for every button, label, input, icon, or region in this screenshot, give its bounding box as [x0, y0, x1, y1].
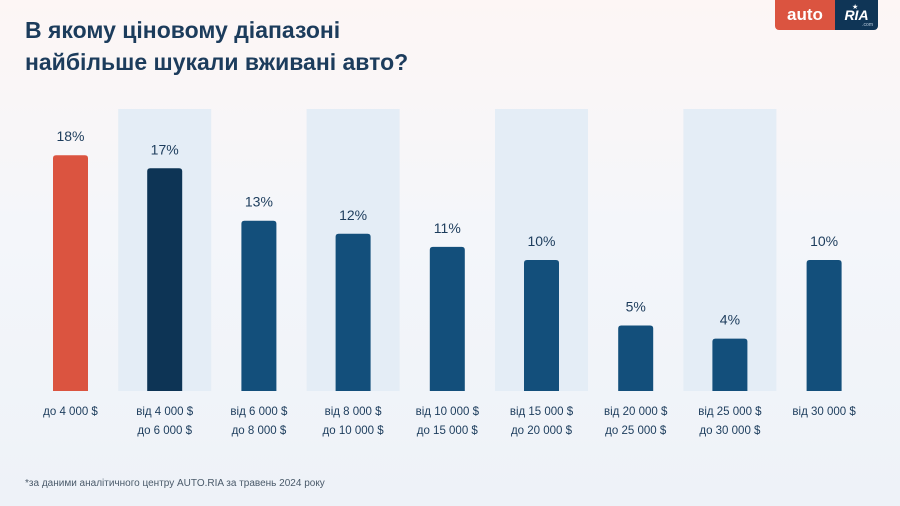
footnote: *за даними аналітичного центру AUTO.RIA … [25, 478, 325, 489]
data-label: 10% [527, 233, 555, 249]
data-label: 11% [434, 220, 461, 236]
category-label: від 6 000 $ [230, 406, 288, 418]
star-icon: ★ [852, 4, 859, 11]
bar [335, 233, 371, 391]
logo-com-text: .com [862, 22, 873, 28]
category-label: до 30 000 $ [699, 425, 761, 437]
chart-title-line2: найбільше шукали вживані авто? [25, 49, 409, 75]
logo-auto-text: auto [775, 0, 835, 30]
chart-title: В якому ціновому діапазоні найбільше шук… [25, 14, 625, 78]
data-label: 12% [339, 207, 367, 223]
data-label: 13% [245, 194, 273, 210]
bar [429, 246, 465, 391]
data-label: 4% [720, 312, 740, 328]
category-label: до 25 000 $ [605, 425, 667, 437]
data-label: 5% [626, 299, 646, 315]
chart-title-line1: В якому ціновому діапазоні [25, 17, 341, 43]
logo-ria-block: ★ RIA .com [835, 0, 878, 30]
bar [53, 155, 88, 391]
category-label: до 8 000 $ [232, 425, 287, 437]
category-label: до 20 000 $ [511, 425, 573, 437]
bar-chart: 18% до 4 000 $ 17% від 4 000 $ до 6 000 $ 13%… [43, 109, 856, 437]
category-label: до 10 000 $ [323, 425, 385, 437]
data-label: 18% [56, 128, 84, 144]
category-label: від 20 000 $ [604, 406, 668, 418]
category-label: до 6 000 $ [137, 425, 192, 437]
data-label: 17% [151, 141, 179, 157]
category-label: від 15 000 $ [510, 406, 574, 418]
bar [806, 260, 842, 391]
bar [712, 338, 748, 391]
autoria-logo: auto ★ RIA .com [775, 0, 878, 30]
category-label: від 4 000 $ [136, 406, 194, 418]
bar [147, 168, 183, 391]
category-label: від 8 000 $ [325, 406, 383, 418]
category-label: від 10 000 $ [416, 406, 480, 418]
category-label: до 4 000 $ [43, 406, 98, 418]
bar [618, 325, 654, 391]
data-label: 10% [810, 233, 838, 249]
logo-ria-text: RIA [844, 7, 869, 23]
category-label: від 30 000 $ [792, 406, 856, 418]
bar [524, 260, 559, 391]
category-label: до 15 000 $ [417, 425, 479, 437]
bar [241, 220, 277, 391]
category-label: від 25 000 $ [698, 406, 762, 418]
